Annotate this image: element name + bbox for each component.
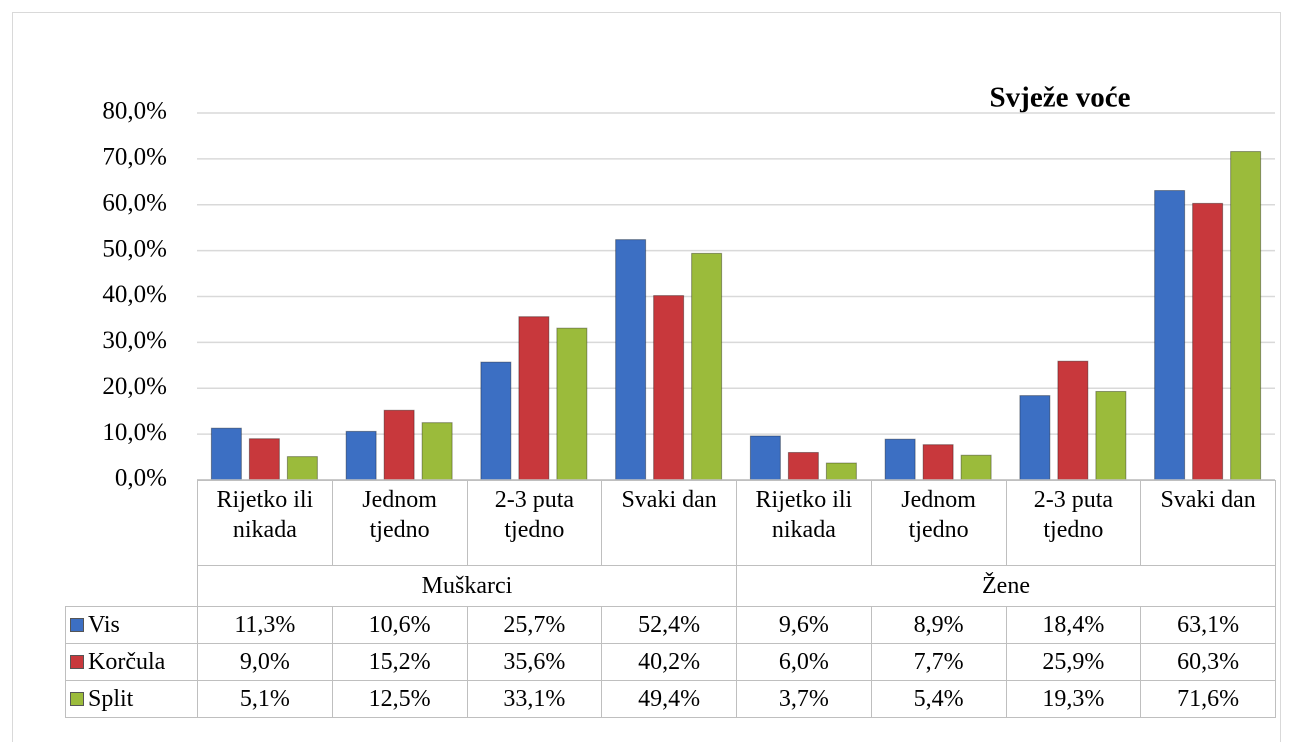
bar [383, 409, 415, 481]
series-row: Korčula 9,0% 15,2% 35,6% 40,2% 6,0% 7,7% 25,9% 6… [65, 643, 1276, 681]
value-cell: 15,2% [331, 643, 468, 681]
value-cell: 49,4% [601, 680, 737, 718]
chart-frame [12, 12, 1281, 742]
bar [1095, 390, 1127, 481]
bar [1154, 190, 1186, 481]
bar [653, 295, 685, 481]
series-row: Vis 11,3% 10,6% 25,7% 52,4% 9,6% 8,9% 18,4% 63,1… [65, 606, 1276, 644]
bar [749, 435, 781, 481]
bar [286, 456, 318, 481]
value-cell: 19,3% [1005, 680, 1142, 718]
bar [615, 239, 647, 481]
y-tick-label: 10,0% [102, 419, 167, 446]
group-row: Muškarci Žene [66, 565, 1276, 607]
legend-label: Split [88, 686, 134, 712]
bar [345, 430, 377, 481]
value-cell: 63,1% [1140, 606, 1276, 644]
value-cell: 9,6% [736, 606, 872, 644]
group-label: Muškarci [197, 565, 737, 607]
legend-swatch [70, 618, 84, 632]
value-cell: 71,6% [1140, 680, 1276, 718]
value-cell: 3,7% [736, 680, 872, 718]
x-tick-label: 2-3 puta tjedno [466, 480, 603, 566]
bar [691, 252, 723, 481]
x-tick-label: Rijetko ili nikada [736, 480, 872, 566]
bar [1230, 151, 1262, 481]
bar [556, 327, 588, 481]
value-cell: 6,0% [736, 643, 872, 681]
value-cell: 7,7% [870, 643, 1007, 681]
value-cell: 5,1% [197, 680, 333, 718]
value-cell: 40,2% [601, 643, 737, 681]
bar [1192, 202, 1224, 481]
y-tick-label: 40,0% [102, 281, 167, 308]
value-cell: 5,4% [870, 680, 1007, 718]
bar [480, 361, 512, 481]
bar [787, 451, 819, 481]
value-cell: 9,0% [197, 643, 333, 681]
value-cell: 8,9% [870, 606, 1007, 644]
value-cell: 60,3% [1140, 643, 1276, 681]
value-cell: 18,4% [1005, 606, 1142, 644]
x-tick-label: Jednom tjedno [331, 480, 468, 566]
bar [960, 454, 992, 481]
bar [922, 444, 954, 481]
value-cell: 11,3% [197, 606, 333, 644]
x-tick-label: Svaki dan [601, 480, 737, 566]
chart-title: Svježe voće [990, 82, 1131, 114]
bar [421, 422, 453, 481]
legend-swatch [70, 692, 84, 706]
value-cell: 10,6% [331, 606, 468, 644]
bar [884, 438, 916, 481]
series-row: Split 5,1% 12,5% 33,1% 49,4% 3,7% 5,4% 19,3% 71,… [65, 680, 1276, 718]
bar [1019, 395, 1051, 481]
legend-label: Vis [88, 612, 120, 638]
y-tick-label: 80,0% [102, 98, 167, 125]
y-tick-label: 70,0% [102, 144, 167, 171]
data-table: Rijetko ili nikada Jednom tjedno 2-3 puta … [65, 480, 1276, 718]
y-tick-label: 20,0% [102, 373, 167, 400]
legend-entry: Vis [65, 606, 198, 644]
value-cell: 12,5% [331, 680, 468, 718]
bar [825, 462, 857, 481]
bar [210, 427, 242, 481]
legend-entry: Korčula [65, 643, 198, 681]
value-cell: 25,9% [1005, 643, 1142, 681]
empty-cell [65, 480, 198, 607]
value-cell: 52,4% [601, 606, 737, 644]
value-cell: 25,7% [466, 606, 603, 644]
legend-entry: Split [65, 680, 198, 718]
value-cell: 35,6% [466, 643, 603, 681]
bar [518, 316, 550, 481]
legend-label: Korčula [88, 649, 166, 675]
y-tick-label: 60,0% [102, 189, 167, 216]
y-tick-label: 30,0% [102, 327, 167, 354]
bar [248, 438, 280, 481]
x-tick-label: Svaki dan [1140, 480, 1276, 566]
group-label: Žene [736, 565, 1276, 607]
y-tick-label: 50,0% [102, 235, 167, 262]
value-cell: 33,1% [466, 680, 603, 718]
legend-swatch [70, 655, 84, 669]
bar [1057, 360, 1089, 481]
x-tick-label: 2-3 puta tjedno [1005, 480, 1142, 566]
x-tick-label: Rijetko ili nikada [197, 480, 333, 566]
category-row: Rijetko ili nikada Jednom tjedno 2-3 puta … [65, 480, 1276, 607]
x-tick-label: Jednom tjedno [870, 480, 1007, 566]
